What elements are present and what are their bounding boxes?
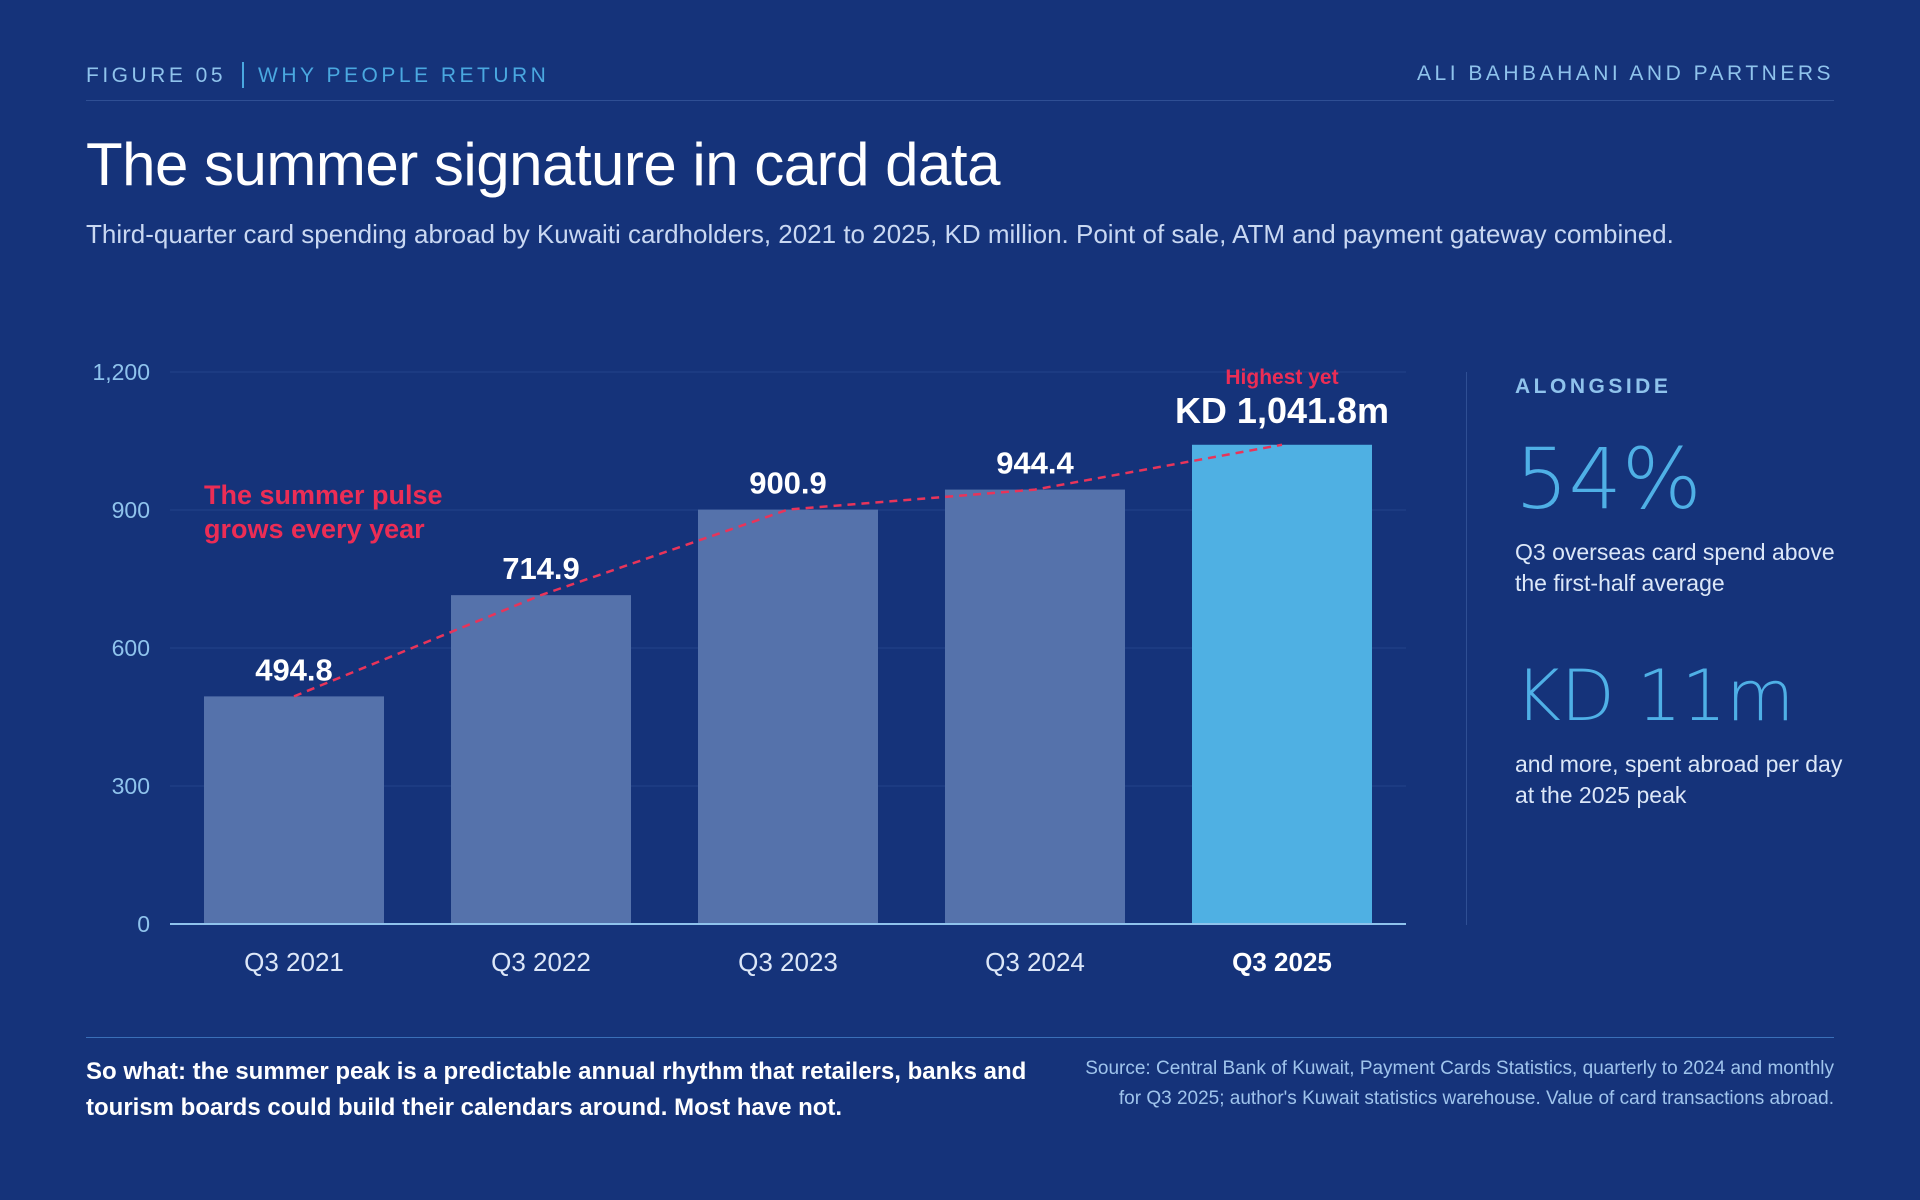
bar [1192, 444, 1372, 924]
y-tick-label: 900 [112, 497, 150, 523]
trend-line [293, 443, 1283, 698]
organization-name: ALI BAHBAHANI AND PARTNERS [1417, 62, 1834, 85]
so-what-note: So what: the summer peak is a predictabl… [86, 1058, 1027, 1121]
figure-header: FIGURE 05 WHY PEOPLE RETURN ALI BAHBAHANI… [86, 60, 1834, 101]
data-label: KD 1,041.8m [1175, 390, 1389, 431]
figure-topic: WHY PEOPLE RETURN [258, 64, 550, 87]
alongside-panel: ALONGSIDE 54% Q3 overseas card spend abo… [1515, 375, 1845, 811]
data-label: 714.9 [502, 551, 580, 586]
x-tick-label: Q3 2022 [491, 947, 591, 977]
sidebar-divider [1466, 372, 1467, 925]
bar [945, 489, 1125, 924]
data-label: 494.8 [255, 652, 333, 687]
annotation-text: The summer pulse [204, 480, 443, 510]
x-tick-label: Q3 2025 [1232, 947, 1332, 977]
bar-chart: 0 300 600 900 1,200 494.8 714.9 900.9 944.4 KD 1,… [92, 359, 1406, 977]
figure-kicker: FIGURE 05 WHY PEOPLE RETURN [86, 62, 549, 88]
footer-divider [86, 1037, 1834, 1038]
bar [204, 696, 384, 924]
x-tick-label: Q3 2024 [985, 947, 1085, 977]
figure-number: FIGURE 05 [86, 64, 227, 87]
bar [451, 595, 631, 924]
annotation-peak: Highest yet [1225, 366, 1338, 389]
source-note: Source: Central Bank of Kuwait, Payment … [1085, 1058, 1834, 1109]
y-tick-label: 600 [112, 635, 150, 661]
kicker-separator [242, 62, 245, 88]
stat-percent-value: 54% [1515, 430, 1702, 528]
y-tick-label: 1,200 [92, 359, 150, 385]
stat-daily-spend-value: KD 11m [1515, 655, 1795, 737]
chart-subtitle: Third-quarter card spending abroad by Ku… [86, 219, 1674, 249]
data-label: 900.9 [749, 466, 827, 501]
alongside-heading: ALONGSIDE [1515, 375, 1672, 398]
x-tick-label: Q3 2023 [738, 947, 838, 977]
chart-title: The summer signature in card data [86, 131, 1000, 198]
y-tick-label: 0 [137, 911, 150, 937]
stat-percent-caption: Q3 overseas card spend above the first-h… [1515, 539, 1835, 596]
stat-daily-spend-caption: and more, spent abroad per day at the 20… [1515, 751, 1843, 808]
x-tick-label: Q3 2021 [244, 947, 344, 977]
y-tick-label: 300 [112, 773, 150, 799]
bar [698, 509, 878, 924]
annotation-text: grows every year [204, 514, 425, 544]
data-label: 944.4 [996, 446, 1074, 481]
